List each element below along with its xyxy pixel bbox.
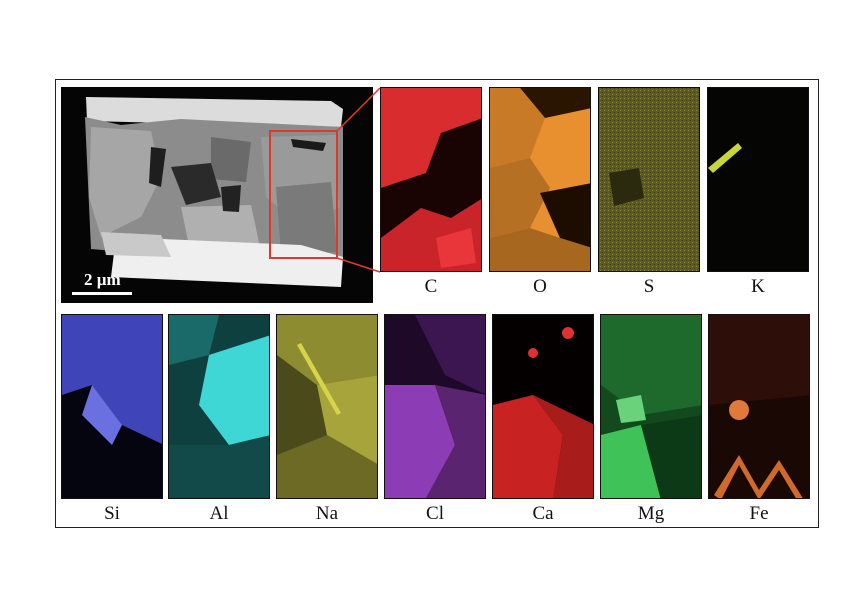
scale-bar (72, 292, 132, 295)
map-fe (708, 314, 810, 499)
map-label-na: Na (315, 503, 339, 524)
map-label-ca: Ca (532, 503, 554, 524)
map-mg (600, 314, 702, 499)
map-label-s: S (643, 276, 655, 297)
map-c (380, 87, 482, 272)
map-label-mg: Mg (637, 503, 665, 524)
map-label-si: Si (104, 503, 120, 524)
map-k (707, 87, 809, 272)
map-label-cl: Cl (426, 503, 444, 524)
map-label-al: Al (209, 503, 229, 524)
map-label-o: O (533, 276, 547, 297)
scale-bar-label: 2 µm (84, 270, 121, 289)
map-s (598, 87, 700, 272)
map-na (276, 314, 378, 499)
map-label-fe: Fe (749, 503, 769, 524)
map-ca (492, 314, 594, 499)
map-label-c: C (424, 276, 438, 297)
map-cl (384, 314, 486, 499)
sem-overview-image (61, 87, 373, 303)
map-o (489, 87, 591, 272)
map-si (61, 314, 163, 499)
map-label-k: K (751, 276, 765, 297)
map-al (168, 314, 270, 499)
